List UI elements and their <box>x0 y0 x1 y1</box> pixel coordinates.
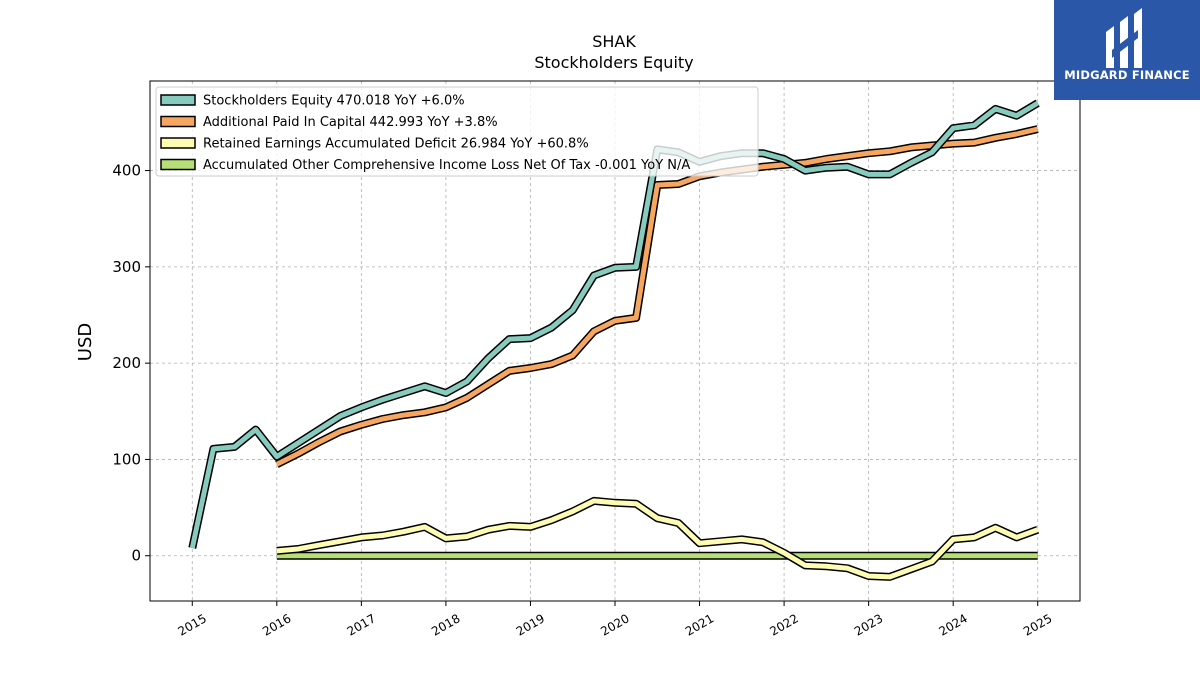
series-1 <box>275 125 1039 468</box>
x-tick-label: 2023 <box>852 611 885 638</box>
legend: Stockholders Equity 470.018 YoY +6.0% Add… <box>155 86 759 177</box>
y-axis-label: USD <box>75 323 96 361</box>
chart-subtitle: Stockholders Equity <box>534 53 693 72</box>
y-tick-label: 300 <box>112 258 141 276</box>
y-tick-label: 400 <box>112 162 141 180</box>
y-tick-label: 100 <box>112 450 141 468</box>
x-tick-label: 2015 <box>176 611 209 638</box>
x-tick-label: 2024 <box>936 611 969 638</box>
x-tick-label: 2018 <box>429 611 462 638</box>
y-tick-label: 0 <box>131 547 141 565</box>
series-2 <box>276 496 1040 581</box>
x-tick-label: 2019 <box>514 611 547 638</box>
series-line <box>276 498 1039 580</box>
logo-text: MIDGARD FINANCE <box>1064 68 1190 82</box>
legend-swatch <box>160 158 196 171</box>
series-line-outline <box>275 125 1039 468</box>
y-tick-label: 200 <box>112 354 141 372</box>
legend-label: Retained Earnings Accumulated Deficit 26… <box>203 137 589 152</box>
series-line <box>275 126 1039 467</box>
legend-swatch <box>160 115 196 128</box>
logo-mark-icon <box>1106 8 1142 68</box>
legend-swatch <box>160 94 196 106</box>
series-line <box>189 100 1039 549</box>
x-tick-label: 2017 <box>345 611 378 638</box>
legend-swatch <box>160 137 196 149</box>
x-tick-label: 2022 <box>767 611 800 638</box>
x-tick-label: 2025 <box>1021 611 1054 638</box>
series-0 <box>188 99 1040 549</box>
chart-title: SHAK <box>592 32 636 51</box>
x-tick-label: 2020 <box>598 611 631 638</box>
legend-label: Accumulated Other Comprehensive Income L… <box>203 158 690 173</box>
brand-logo: MIDGARD FINANCE <box>1054 0 1200 100</box>
x-tick-label: 2021 <box>683 611 716 638</box>
legend-label: Stockholders Equity 470.018 YoY +6.0% <box>203 94 465 109</box>
series-layer <box>188 99 1040 581</box>
x-tick-label: 2016 <box>260 611 293 638</box>
legend-label: Additional Paid In Capital 442.993 YoY +… <box>203 115 498 130</box>
legend-box <box>155 86 759 177</box>
